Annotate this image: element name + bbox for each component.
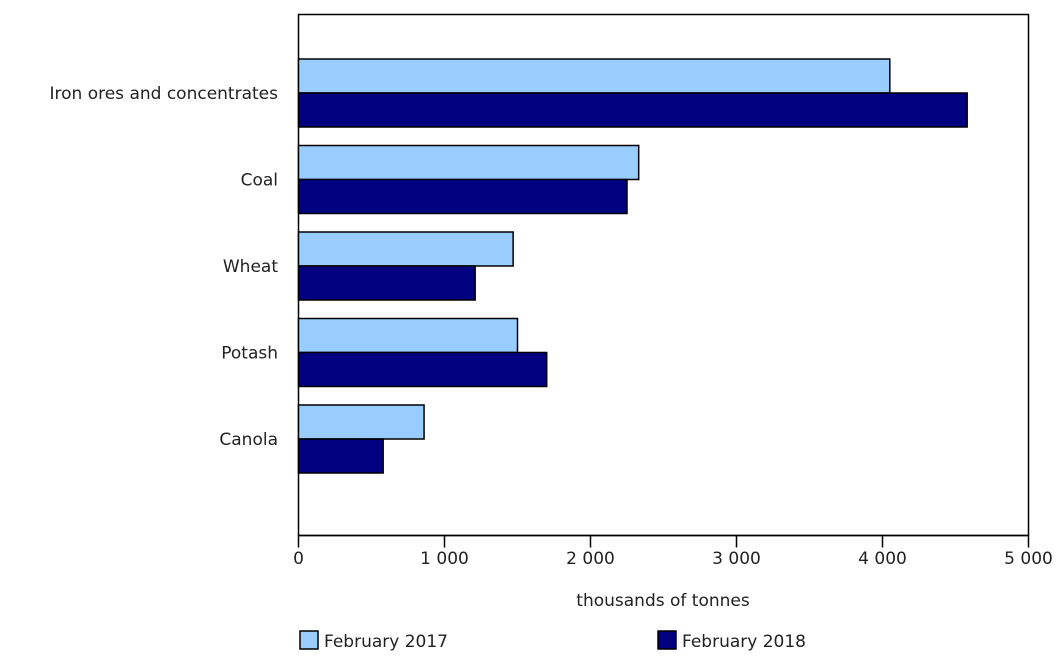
bar [297, 351, 548, 388]
x-tick-label: 2 000 [566, 549, 615, 569]
x-tick-label: 4 000 [858, 549, 907, 569]
x-tick-label: 0 [293, 549, 304, 569]
bar [297, 265, 476, 301]
bar [297, 404, 425, 440]
x-tick-label: 1 000 [420, 549, 469, 569]
category-label: Wheat [223, 257, 278, 277]
category-label: Potash [221, 344, 278, 364]
x-tick-label: 5 000 [1004, 549, 1053, 569]
legend: February 2017 February 2018 [299, 630, 806, 652]
category-label: Coal [241, 171, 278, 191]
bar [297, 58, 891, 94]
legend-swatch [299, 630, 319, 650]
legend-label: February 2017 [324, 632, 448, 652]
bar [297, 438, 384, 474]
bar [297, 231, 514, 267]
legend-label: February 2018 [682, 632, 806, 652]
category-label: Canola [219, 430, 278, 450]
category-label: Iron ores and concentrates [50, 84, 279, 104]
bar [297, 144, 640, 181]
bar [297, 317, 519, 354]
category-labels: Iron ores and concentrates Coal Wheat Potas… [50, 84, 279, 450]
legend-swatch [657, 630, 677, 650]
x-axis-title: thousands of tonnes [576, 591, 750, 611]
bars-layer [297, 58, 968, 474]
x-axis: 0 1 000 2 000 3 000 4 000 5 000 [293, 534, 1053, 569]
bar [297, 178, 628, 215]
bar [297, 92, 968, 128]
x-tick-label: 3 000 [712, 549, 761, 569]
